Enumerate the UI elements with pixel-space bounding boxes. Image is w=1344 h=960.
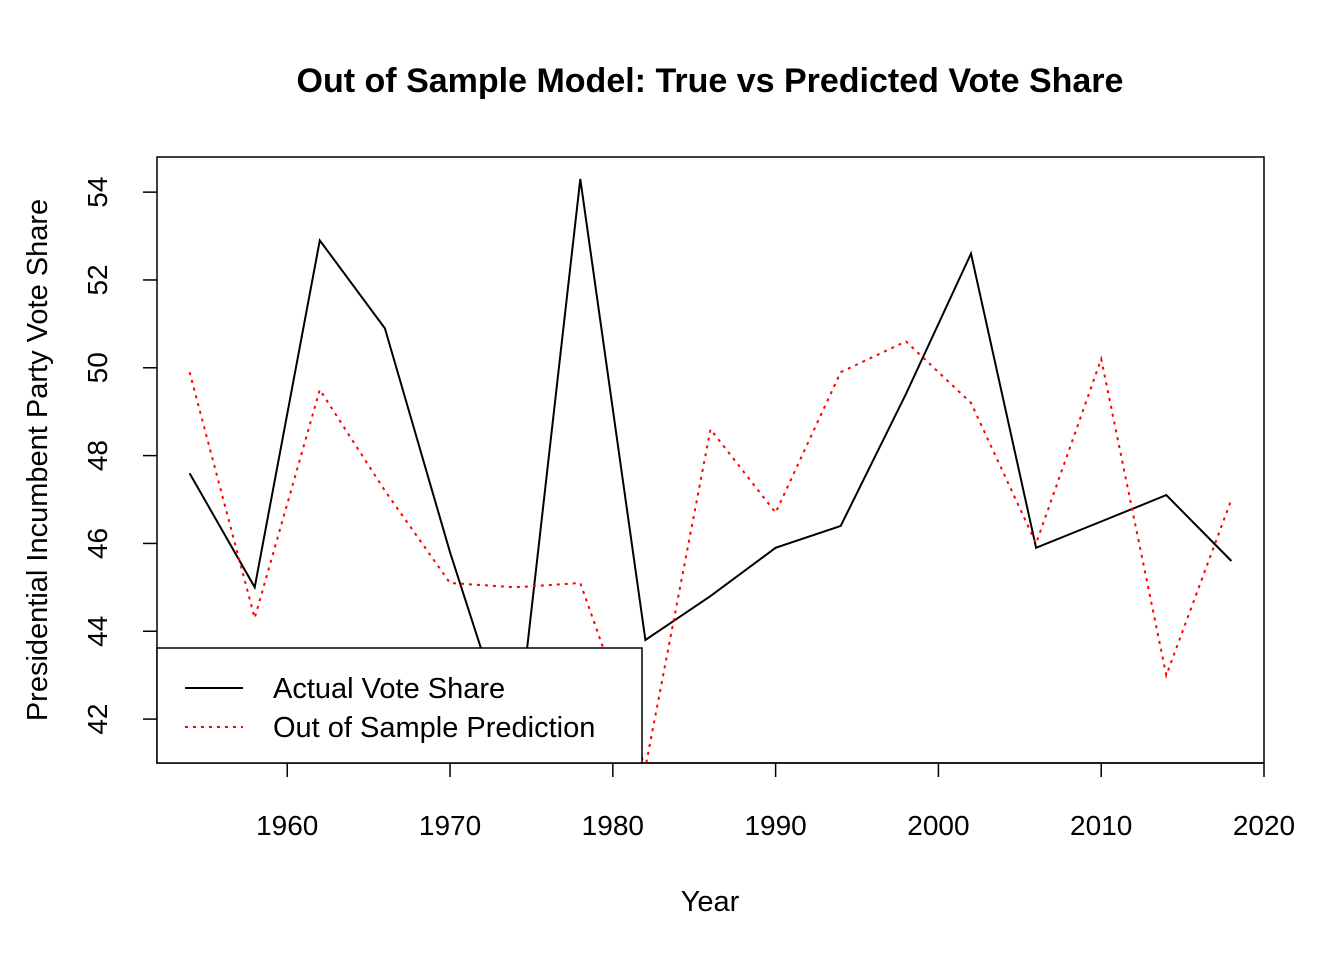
y-tick-label: 42 bbox=[82, 704, 113, 735]
legend-label-prediction: Out of Sample Prediction bbox=[273, 712, 595, 744]
y-tick-label: 48 bbox=[82, 440, 113, 471]
chart-title: Out of Sample Model: True vs Predicted V… bbox=[297, 62, 1124, 100]
legend-label-actual: Actual Vote Share bbox=[273, 673, 505, 705]
y-tick-label: 44 bbox=[82, 616, 113, 647]
x-tick-label: 1990 bbox=[744, 810, 806, 841]
y-tick-label: 54 bbox=[82, 177, 113, 208]
x-tick-label: 1980 bbox=[582, 810, 644, 841]
x-tick-label: 2020 bbox=[1233, 810, 1295, 841]
y-axis: 42 44 46 48 50 52 54 bbox=[82, 177, 157, 735]
y-tick-label: 46 bbox=[82, 528, 113, 559]
series-layer bbox=[188, 178, 1233, 763]
x-axis-label: Year bbox=[681, 886, 740, 918]
x-tick-label: 1960 bbox=[256, 810, 318, 841]
y-tick-label: 52 bbox=[82, 264, 113, 295]
y-axis-label: Presidential Incumbent Party Vote Share bbox=[22, 199, 54, 721]
x-tick-label: 2000 bbox=[907, 810, 969, 841]
y-tick-label: 50 bbox=[82, 352, 113, 383]
legend-box bbox=[156, 647, 643, 764]
series-line-actual bbox=[188, 178, 1233, 755]
x-tick-label: 1970 bbox=[419, 810, 481, 841]
legend: Actual Vote Share Out of Sample Predicti… bbox=[156, 647, 643, 764]
x-tick-label: 2010 bbox=[1070, 810, 1132, 841]
x-axis: 1960 1970 1980 1990 2000 2010 2020 bbox=[256, 762, 1295, 841]
